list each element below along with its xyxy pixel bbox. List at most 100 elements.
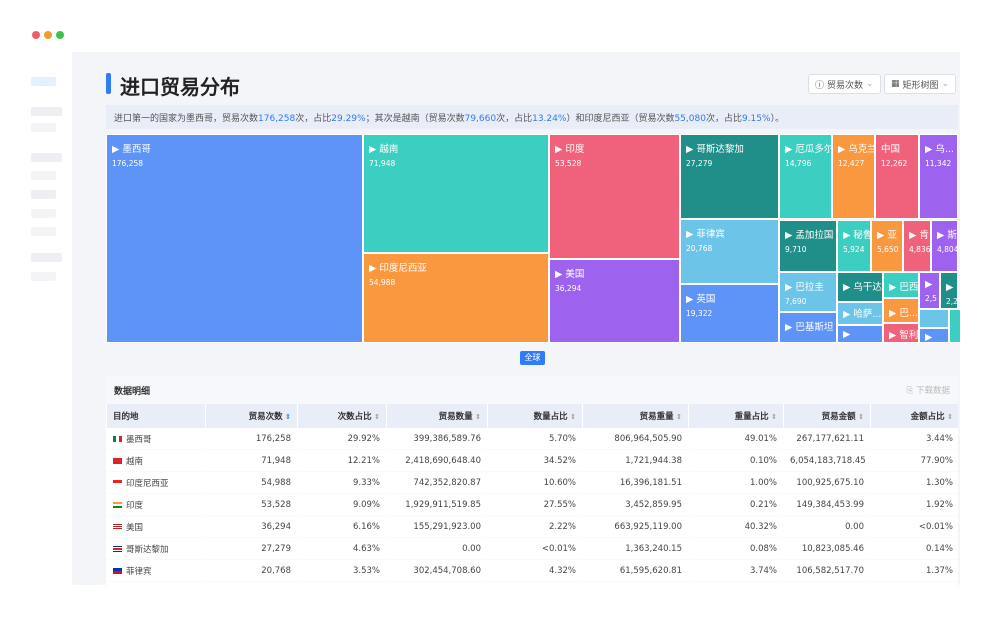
column-header[interactable]: 贸易数量 ⇕ [387, 404, 487, 428]
treemap-cell[interactable]: ▶ 英国 19,322 [680, 284, 779, 343]
sidebar-item[interactable] [31, 253, 62, 262]
treemap-cell[interactable]: ▶ 越南 71,948 [363, 134, 549, 253]
sort-icon[interactable]: ⇕ [673, 413, 682, 421]
table-cell: 1.92% [871, 494, 958, 516]
usa-flag-icon [113, 524, 122, 530]
page-title: 进口贸易分布 [120, 75, 240, 99]
column-header[interactable]: 金额占比 ⇕ [871, 404, 958, 428]
treemap-cell[interactable]: ▶ 巴拉圭 7,690 [779, 272, 837, 312]
window-minimize-dot[interactable] [44, 31, 52, 39]
sort-icon[interactable]: ⇕ [371, 413, 380, 421]
column-header[interactable]: 贸易重量 ⇕ [583, 404, 688, 428]
table-row[interactable]: 印度 53,528 9.09% 1,929,911,519.85 27.55% 3,452… [107, 494, 958, 516]
treemap-cell[interactable]: 中国 12,262 [875, 134, 919, 219]
table-row[interactable]: 越南 71,948 12.21% 2,418,690,648.40 34.52% 1,72… [107, 450, 958, 472]
treemap-cell[interactable]: ▶ 巴... [883, 298, 919, 323]
treemap-cell[interactable]: ▶ 2,5 [919, 272, 940, 309]
table-cell: 106,582,517.70 [784, 560, 870, 582]
sidebar-item[interactable] [31, 209, 56, 218]
treemap-cell-label: ▶ 哥斯达黎加 [686, 144, 744, 155]
table-row[interactable]: 墨西哥 176,258 29.92% 399,386,589.76 5.70% 806,9… [107, 428, 958, 450]
table-cell: 71,948 [206, 450, 297, 472]
sort-icon[interactable]: ⇕ [282, 413, 291, 421]
treemap-cell[interactable]: ▶ 厄瓜多尔 14,796 [779, 134, 832, 219]
treemap-cell[interactable]: ▶ 亚 5,650 [871, 220, 903, 272]
table-cell: 1.30% [871, 472, 958, 494]
treemap-cell[interactable]: ▶ 乌干达 [837, 272, 883, 302]
column-header[interactable]: 次数占比 ⇕ [298, 404, 386, 428]
table-cell: 16,396,181.51 [583, 472, 688, 494]
treemap-cell[interactable]: ▶ 哥斯达黎加 27,279 [680, 134, 779, 219]
sort-icon[interactable]: ⇕ [768, 413, 777, 421]
treemap-cell[interactable]: ▶ 南 2,2 [940, 272, 958, 309]
treemap-cell-label: ▶ 墨西哥 [112, 144, 151, 155]
treemap-cell[interactable]: ▶ 菲律宾 20,768 [680, 219, 779, 284]
table-cell: 3.53% [298, 560, 386, 582]
sort-icon[interactable]: ⇕ [855, 413, 864, 421]
sidebar-item[interactable] [31, 190, 56, 199]
table-cell: 0.21% [689, 494, 783, 516]
column-header[interactable]: 贸易金额 ⇕ [784, 404, 870, 428]
summary-text: 进口第一的国家为墨西哥，贸易次数176,258次，占比29.29%；其次是越南（… [106, 105, 958, 129]
treemap-cell-value: 36,294 [555, 284, 582, 293]
treemap-cell-label: ▶ 巴西 [889, 282, 919, 293]
treemap-cell-value: 2,2 [946, 297, 958, 306]
treemap-cell[interactable]: ▶ 巴西 [883, 272, 919, 298]
view-select[interactable]: ▦ 矩形树图 ⌄ [884, 74, 957, 94]
treemap-cell-label: ▶ 斯 [937, 230, 957, 241]
treemap-cell-value: 19,322 [686, 309, 713, 318]
treemap-cell-value: 20,768 [686, 244, 713, 253]
table-row[interactable]: 美国 36,294 6.16% 155,291,923.00 2.22% 663,925,… [107, 516, 958, 538]
sidebar-item[interactable] [31, 272, 56, 281]
treemap-cell[interactable]: ▶ 秘鲁 5,924 [837, 220, 871, 272]
treemap-cell[interactable]: ▶ 乌克兰 12,427 [832, 134, 875, 219]
sidebar-item[interactable] [31, 123, 56, 132]
column-header[interactable]: 数量占比 ⇕ [488, 404, 582, 428]
title-accent-bar [106, 73, 111, 94]
treemap-cell[interactable]: ▶ 孟加拉国 9,710 [779, 220, 837, 272]
sidebar-item[interactable] [31, 77, 56, 86]
sidebar-item[interactable] [31, 107, 62, 116]
table-cell: 27.55% [488, 494, 582, 516]
sort-icon[interactable]: ⇕ [944, 413, 953, 421]
table-cell: 哥斯达黎加 [107, 538, 205, 560]
treemap-cell-label: ▶ 孟加拉国 [785, 230, 834, 241]
treemap-cell-label: ▶ [925, 332, 933, 343]
treemap-cell[interactable]: ▶ 墨西哥 176,258 [106, 134, 363, 343]
treemap-cell[interactable]: ▶ [919, 328, 949, 343]
window-close-dot[interactable] [32, 31, 40, 39]
metric-select[interactable]: ⓘ 贸易次数 ⌄ [808, 74, 881, 94]
treemap-cell[interactable]: ▶ 巴基斯坦 [779, 312, 837, 343]
treemap-cell[interactable]: ▶ 智利 [883, 323, 919, 343]
treemap-cell[interactable]: ▶ 美国 36,294 [549, 259, 680, 343]
table-row[interactable]: 印度尼西亚 54,988 9.33% 742,352,820.87 10.60% 16,3… [107, 472, 958, 494]
chevron-down-icon: ⌄ [941, 79, 950, 89]
treemap-cell[interactable]: ▶ 印度 53,528 [549, 134, 680, 259]
sort-icon[interactable]: ⇕ [472, 413, 481, 421]
column-header[interactable]: 贸易次数 ⇕ [206, 404, 297, 428]
sidebar-item[interactable] [31, 171, 56, 180]
table-cell: 40.32% [689, 516, 783, 538]
treemap-cell[interactable]: ▶ 乌... 11,342 [919, 134, 958, 219]
treemap-cell[interactable]: ▶ 印度尼西亚 54,988 [363, 253, 549, 343]
download-button[interactable]: ⎘ 下载数据 [906, 386, 950, 396]
treemap-cell[interactable]: ▶ [837, 325, 883, 343]
treemap-cell[interactable]: ▶ 肯 4,836 [903, 220, 931, 272]
window-maximize-dot[interactable] [56, 31, 64, 39]
treemap-icon: ▦ [891, 79, 900, 89]
table-cell: 1,363,240.15 [583, 538, 688, 560]
treemap-cell[interactable] [919, 309, 949, 328]
table-row[interactable]: 哥斯达黎加 27,279 4.63% 0.00 <0.01% 1,363,240.15 0.… [107, 538, 958, 560]
sort-icon[interactable]: ⇕ [567, 413, 576, 421]
column-header[interactable]: 重量占比 ⇕ [689, 404, 783, 428]
metric-select-value: 贸易次数 [827, 80, 864, 91]
treemap-cell[interactable] [949, 309, 961, 343]
sidebar-item[interactable] [31, 153, 62, 162]
treemap-cell[interactable]: ▶ 斯 4,804 [931, 220, 958, 272]
table-row[interactable]: 菲律宾 20,768 3.53% 302,454,708.60 4.32% 61,595,… [107, 560, 958, 582]
treemap-root-button[interactable]: 全球 [520, 351, 545, 365]
treemap-cell-label: ▶ 菲律宾 [686, 229, 725, 240]
sidebar-item[interactable] [31, 227, 56, 236]
treemap-cell[interactable]: ▶ 哈萨... [837, 302, 883, 325]
treemap-cell-value: 54,988 [369, 278, 396, 287]
